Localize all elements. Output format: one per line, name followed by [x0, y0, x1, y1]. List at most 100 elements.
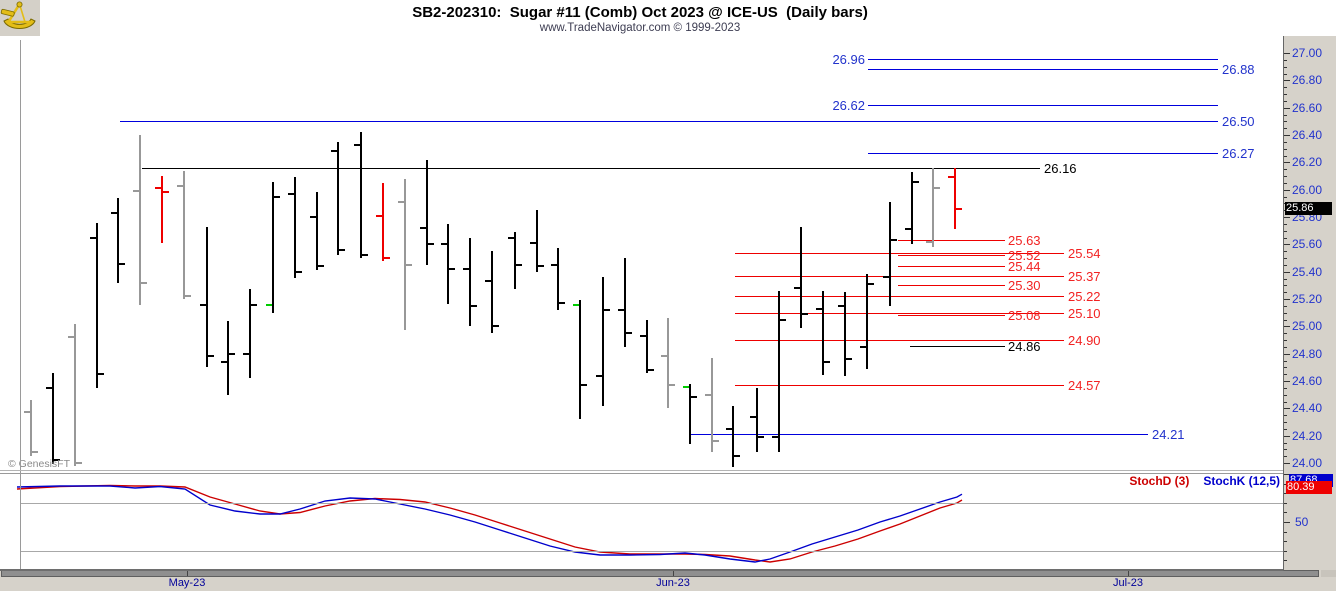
bar-stem	[316, 192, 318, 271]
bar-open-tick	[221, 360, 227, 363]
bar-stem	[161, 176, 163, 243]
price-axis-tick	[1283, 449, 1287, 451]
stoch-panel-top-border	[0, 473, 1283, 474]
level-label-24.86: 24.86	[1008, 338, 1041, 354]
bar-stem	[557, 248, 559, 310]
price-axis-tick	[1283, 319, 1287, 321]
bar-stem	[206, 226, 208, 368]
price-axis-tick	[1283, 305, 1287, 307]
bar-stem	[579, 300, 581, 420]
month-label: May-23	[168, 577, 206, 589]
bar-stem	[491, 251, 493, 334]
level-line-25.22	[735, 296, 1064, 298]
bar-stem	[536, 210, 538, 272]
bar-close-tick	[493, 325, 499, 328]
bar-stem	[249, 289, 251, 379]
month-label: Jul-23	[1113, 577, 1143, 589]
genesis-logo	[0, 0, 40, 36]
stoch-axis-tick	[1283, 541, 1287, 543]
bar-stem	[337, 141, 339, 256]
price-axis-tick	[1283, 299, 1290, 300]
level-line-25.44	[898, 266, 1005, 268]
bar-open-tick	[441, 243, 447, 246]
price-axis-label: 24.00	[1292, 456, 1323, 470]
bar-close-tick	[581, 384, 587, 387]
level-label-25.22: 25.22	[1068, 289, 1101, 305]
bar-open-tick	[331, 150, 337, 153]
level-label-26.96: 26.96	[832, 51, 865, 67]
bar-open-tick	[46, 386, 52, 389]
price-axis-tick	[1283, 401, 1287, 403]
level-line-26.50	[120, 121, 1218, 123]
price-axis-tick	[1283, 374, 1287, 376]
stoch-axis-tick	[1283, 474, 1290, 475]
stochk-legend-label[interactable]: StochK (12,5)	[1203, 474, 1280, 488]
bar-close-tick	[956, 207, 962, 210]
bar-open-tick	[883, 276, 889, 279]
price-chart-area[interactable]: 26.96 26.88 26.62 26.50 26.27 26.16 25.63 25.54…	[0, 36, 1283, 471]
bar-close-tick	[891, 239, 897, 242]
price-axis-tick	[1283, 244, 1290, 246]
horizontal-scrollbar-thumb[interactable]	[1, 570, 1319, 577]
price-axis-tick	[1283, 251, 1287, 253]
horizontal-scrollbar-track[interactable]	[1321, 570, 1336, 577]
price-axis-tick	[1283, 196, 1287, 198]
level-line-26.62	[868, 104, 1218, 106]
bar-open-tick	[794, 287, 800, 290]
bar-open-tick	[860, 345, 866, 348]
bar-close-tick	[802, 313, 808, 315]
price-axis-tick	[1283, 463, 1290, 464]
bar-open-tick	[266, 303, 272, 306]
stochastic-panel[interactable]	[0, 472, 1283, 571]
level-line-24.57	[735, 385, 1064, 387]
bar-close-tick	[734, 455, 740, 458]
level-line-25.08	[898, 315, 1005, 317]
bar-open-tick	[948, 176, 954, 179]
bar-open-tick	[530, 242, 536, 244]
price-axis-label: 26.00	[1292, 182, 1323, 197]
price-axis-tick	[1283, 360, 1287, 362]
bar-open-tick	[398, 201, 404, 203]
bar-close-tick	[274, 195, 280, 198]
bar-stem	[272, 181, 274, 313]
stoch-gridline	[20, 502, 1283, 504]
price-axis-tick	[1283, 456, 1287, 458]
stochd-legend-label[interactable]: StochD (3)	[1129, 474, 1190, 488]
price-axis-label: 24.80	[1292, 346, 1323, 361]
bar-stem	[514, 232, 516, 290]
level-label-26.27: 26.27	[1222, 145, 1255, 161]
stoch-panel-bottom-border	[0, 569, 1283, 571]
bar-stem	[689, 383, 691, 444]
level-line-26.16	[142, 167, 1040, 169]
month-label: Jun-23	[656, 577, 690, 589]
stochd-curve	[16, 484, 963, 563]
level-line-25.63	[898, 240, 1005, 242]
bar-open-tick	[750, 415, 756, 418]
stoch-axis-tick	[1283, 483, 1287, 485]
bar-close-tick	[251, 303, 257, 306]
bar-stem	[646, 319, 648, 373]
stoch-gridline	[20, 550, 1283, 552]
price-axis-tick	[1283, 258, 1287, 259]
bar-open-tick	[354, 143, 360, 146]
bar-close-tick	[604, 308, 610, 311]
level-label-24.57: 24.57	[1068, 378, 1101, 394]
price-axis-tick	[1283, 87, 1287, 89]
bar-close-tick	[713, 440, 719, 443]
price-axis-tick	[1283, 162, 1290, 164]
price-axis-tick	[1283, 422, 1287, 423]
bar-open-tick	[463, 267, 469, 270]
bar-stem	[447, 223, 449, 305]
level-label-24.90: 24.90	[1068, 333, 1101, 348]
price-axis-tick	[1283, 182, 1287, 184]
bar-open-tick	[155, 187, 161, 190]
bar-close-tick	[339, 248, 345, 251]
bar-close-tick	[648, 369, 654, 372]
bar-close-tick	[471, 304, 477, 307]
price-axis-tick	[1283, 121, 1287, 123]
price-axis-label: 26.80	[1292, 73, 1323, 88]
bar-stem	[732, 405, 734, 468]
bar-open-tick	[177, 184, 183, 187]
bar-close-tick	[691, 396, 697, 399]
